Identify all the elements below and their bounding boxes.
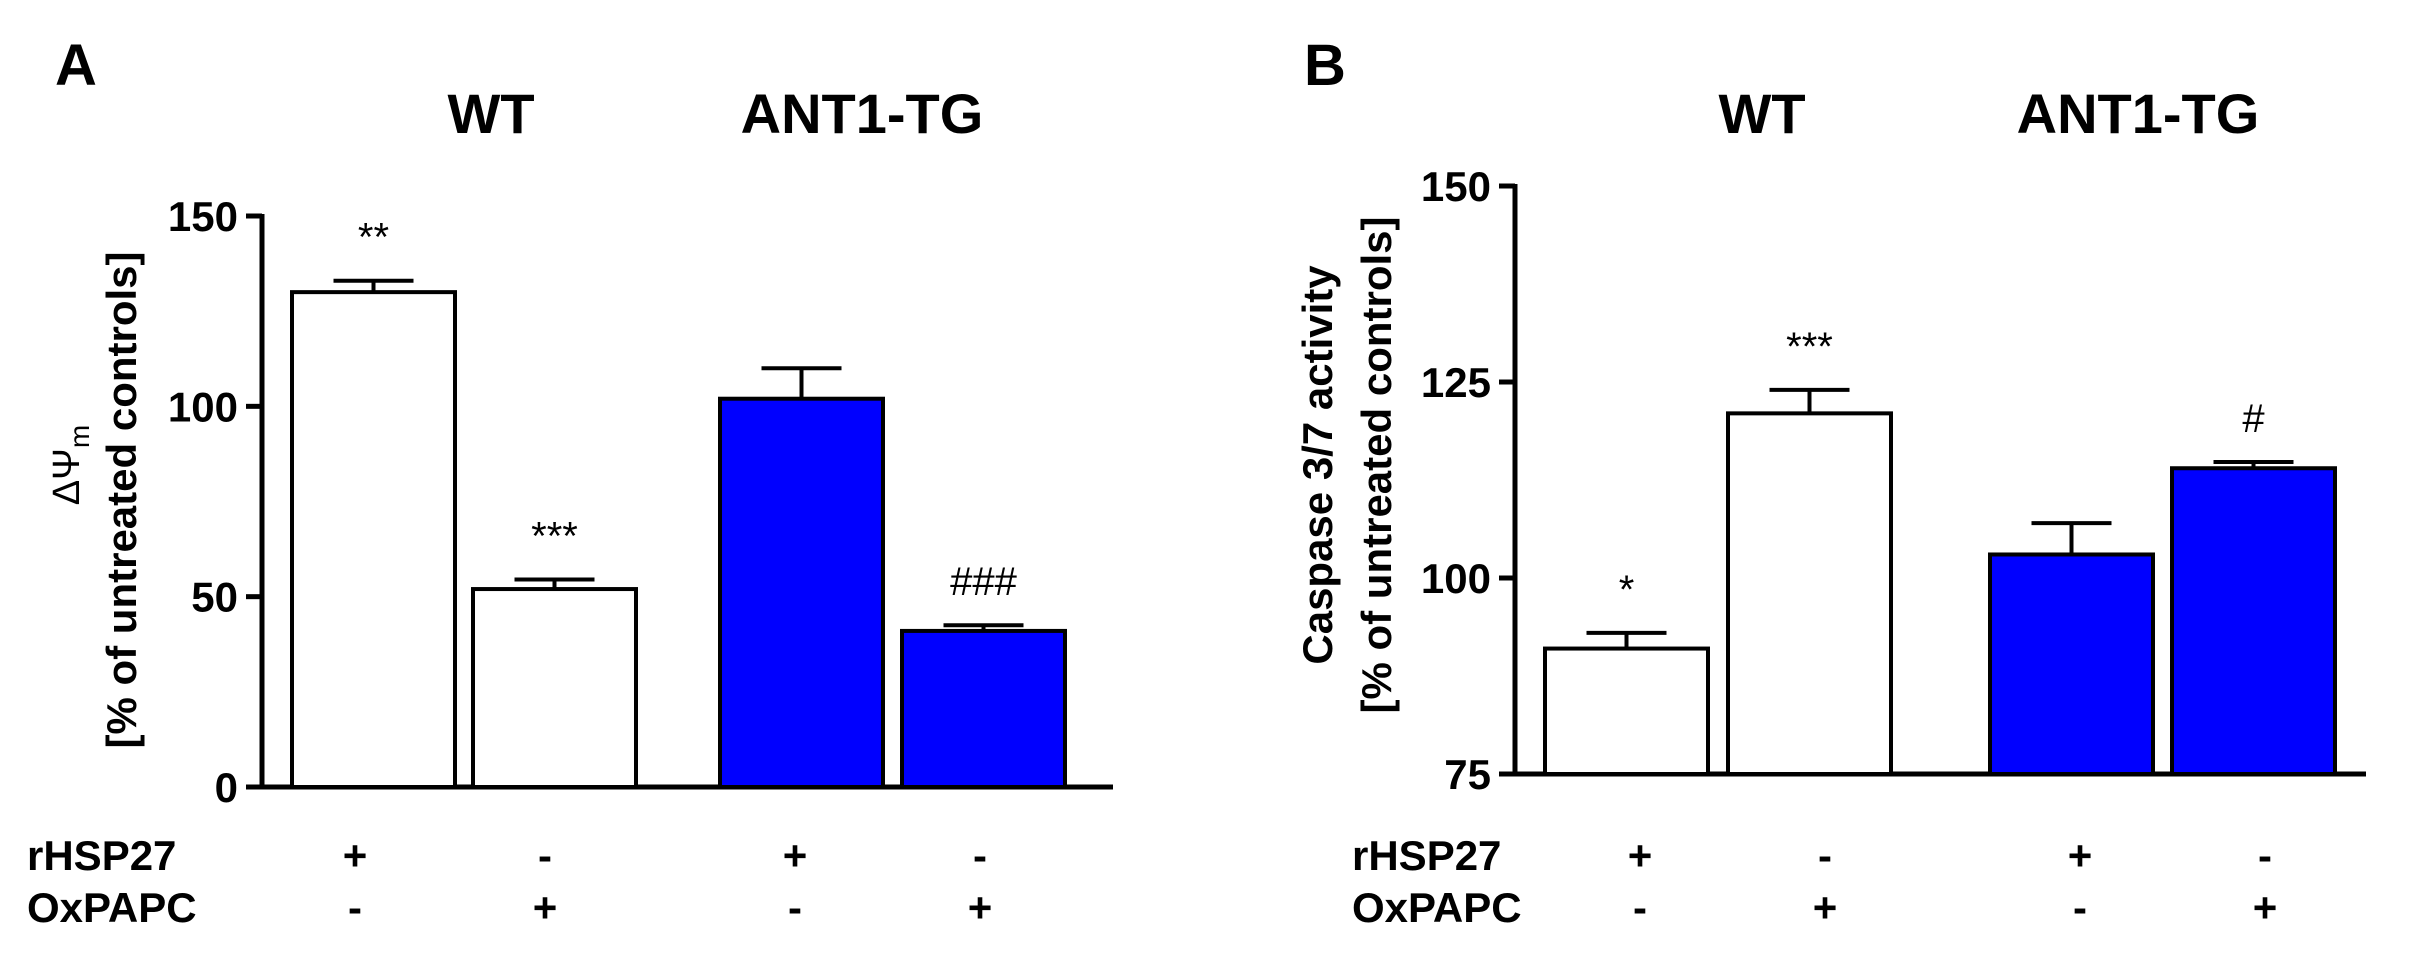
panel-b: B WT ANT1-TG Caspase 3/7 activity [% of … [1294, 33, 2366, 931]
panel-a-significance-label: ### [950, 560, 1017, 604]
panel-b-bars: ****# [1543, 325, 2337, 776]
panel-b-bar [1726, 411, 1893, 776]
panel-b-treatment-rhsp27: - [1818, 832, 1832, 879]
panel-b-letter: B [1304, 33, 1346, 98]
panel-b-bar [1988, 552, 2155, 776]
panel-a-ylabel-symbol: ΔΨ [46, 448, 88, 505]
panel-a-treatment-marks: + - + - - + - + [343, 832, 993, 931]
panel-a-group-wt: WT [447, 82, 534, 145]
panel-b-significance-label: * [1619, 568, 1635, 612]
panel-a-row-label-rhsp27: rHSP27 [27, 832, 176, 879]
panel-b-ytick-label: 125 [1421, 359, 1491, 406]
panel-b-ylabel-line1: Caspase 3/7 activity [1294, 265, 1341, 665]
panel-b-treatment-oxpapc: + [1813, 884, 1838, 931]
panel-a-treatment-rhsp27: - [973, 832, 987, 879]
panel-b-significance-label: # [2242, 397, 2265, 441]
panel-a-ytick-label: 100 [168, 383, 238, 430]
panel-b-ylabel-line2: [% of untreated controls] [1353, 216, 1400, 713]
panel-a-ytick-label: 0 [215, 764, 238, 811]
panel-a-treatment-rhsp27: + [343, 832, 368, 879]
panel-b-treatment-oxpapc: - [1633, 884, 1647, 931]
panel-a-y-ticks: 0 50 100 150 [168, 193, 262, 811]
panel-a-ylabel-line2: [% of untreated controls] [98, 251, 145, 748]
panel-b-treatment-oxpapc: + [2253, 884, 2278, 931]
panel-b-ytick-label: 100 [1421, 555, 1491, 602]
panel-b-treatment-marks: + - + - - + - + [1628, 832, 2278, 931]
panel-b-significance-label: *** [1786, 325, 1833, 369]
panel-b-treatment-rhsp27: + [1628, 832, 1653, 879]
panel-a-treatment-rhsp27: + [783, 832, 808, 879]
panel-a-letter: A [55, 33, 97, 98]
panel-a-significance-label: *** [531, 515, 578, 559]
panel-a-ytick-label: 50 [191, 574, 238, 621]
panel-a-treatment-oxpapc: + [533, 884, 558, 931]
panel-b-group-tg: ANT1-TG [2017, 82, 2260, 145]
panel-b-ytick-label: 150 [1421, 163, 1491, 210]
panel-a-ytick-label: 150 [168, 193, 238, 240]
panel-b-group-wt: WT [1718, 82, 1805, 145]
panel-a-row-label-oxpapc: OxPAPC [27, 884, 197, 931]
panel-b-y-ticks: 75 100 125 150 [1421, 163, 1515, 798]
panel-a-bar [718, 396, 885, 789]
panel-a-bar [290, 290, 457, 789]
panel-a-group-tg: ANT1-TG [741, 82, 984, 145]
panel-b-row-label-oxpapc: OxPAPC [1352, 884, 1522, 931]
panel-a-treatment-oxpapc: - [788, 884, 802, 931]
panel-a-bars: *****### [290, 216, 1067, 790]
panel-b-bar [2170, 466, 2337, 776]
panel-a-bar [471, 587, 638, 790]
panel-b-row-label-rhsp27: rHSP27 [1352, 832, 1501, 879]
panel-a-bar [900, 628, 1067, 790]
panel-a-ylabel-line1: ΔΨm [46, 425, 95, 505]
panel-a-treatment-oxpapc: - [348, 884, 362, 931]
panel-a-ylabel-sub: m [64, 425, 95, 448]
panel-b-treatment-oxpapc: - [2073, 884, 2087, 931]
panel-a-treatment-rhsp27: - [538, 832, 552, 879]
panel-b-treatment-rhsp27: - [2258, 832, 2272, 879]
panel-a-treatment-oxpapc: + [968, 884, 993, 931]
panel-a-significance-label: ** [358, 216, 389, 260]
panel-b-bar [1543, 646, 1710, 776]
panel-a: A WT ANT1-TG ΔΨm [% of untreated control… [27, 33, 1113, 931]
panel-b-treatment-rhsp27: + [2068, 832, 2093, 879]
panel-b-ytick-label: 75 [1444, 751, 1491, 798]
